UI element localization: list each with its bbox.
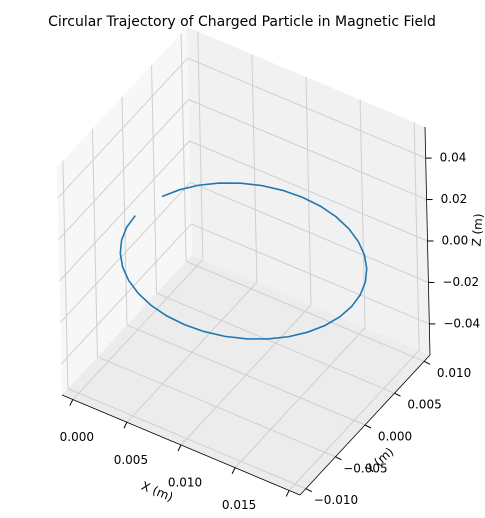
y-tick-label: −0.005 [343, 461, 387, 475]
grid-line [156, 292, 395, 394]
tick-mark [423, 360, 431, 365]
grid-line [191, 223, 430, 325]
x-tick-label: 0.015 [222, 498, 256, 512]
z-tick-label: 0.04 [440, 151, 467, 165]
y-tick-label: 0.000 [378, 430, 412, 444]
tick-mark [69, 399, 74, 406]
grid-line [190, 181, 429, 283]
tick-mark [177, 444, 182, 452]
grid-line [188, 99, 427, 201]
tick-mark [123, 422, 128, 429]
z-tick-label: 0.00 [442, 234, 469, 248]
y-axis-line [299, 354, 431, 496]
grid-line [189, 140, 428, 242]
grid-line [60, 182, 191, 323]
y-tick-label: 0.010 [437, 366, 471, 380]
trajectory-line [119, 182, 368, 340]
x-tick-label: 0.010 [168, 476, 202, 490]
y-tick-label: −0.010 [314, 493, 358, 507]
x-tick-label: 0.005 [114, 453, 148, 467]
grid-line [97, 356, 336, 458]
grid-line [59, 140, 190, 282]
z-tick-label: −0.02 [442, 275, 479, 289]
tick-mark [335, 456, 342, 461]
z-tick-label: 0.02 [441, 192, 468, 206]
tick-mark [364, 424, 372, 429]
grid-line [185, 260, 425, 362]
grid-line [126, 324, 366, 426]
tick-mark [394, 392, 401, 397]
z-tick-label: −0.04 [443, 316, 480, 330]
tick-mark [305, 488, 313, 493]
grid-line [60, 223, 192, 365]
grid-line [57, 57, 189, 199]
grid-line [187, 57, 426, 159]
x-tick-label: 0.000 [60, 430, 94, 444]
grid-line [58, 99, 189, 240]
y-tick-label: 0.005 [407, 398, 441, 412]
z-axis-line [424, 126, 431, 356]
tick-mark [285, 490, 290, 497]
chart-title: Circular Trajectory of Charged Particle … [48, 14, 436, 30]
z-axis-label: Z (m) [469, 213, 485, 247]
x-axis-line [61, 394, 301, 496]
grid-line [67, 388, 307, 490]
tick-mark [231, 467, 236, 474]
